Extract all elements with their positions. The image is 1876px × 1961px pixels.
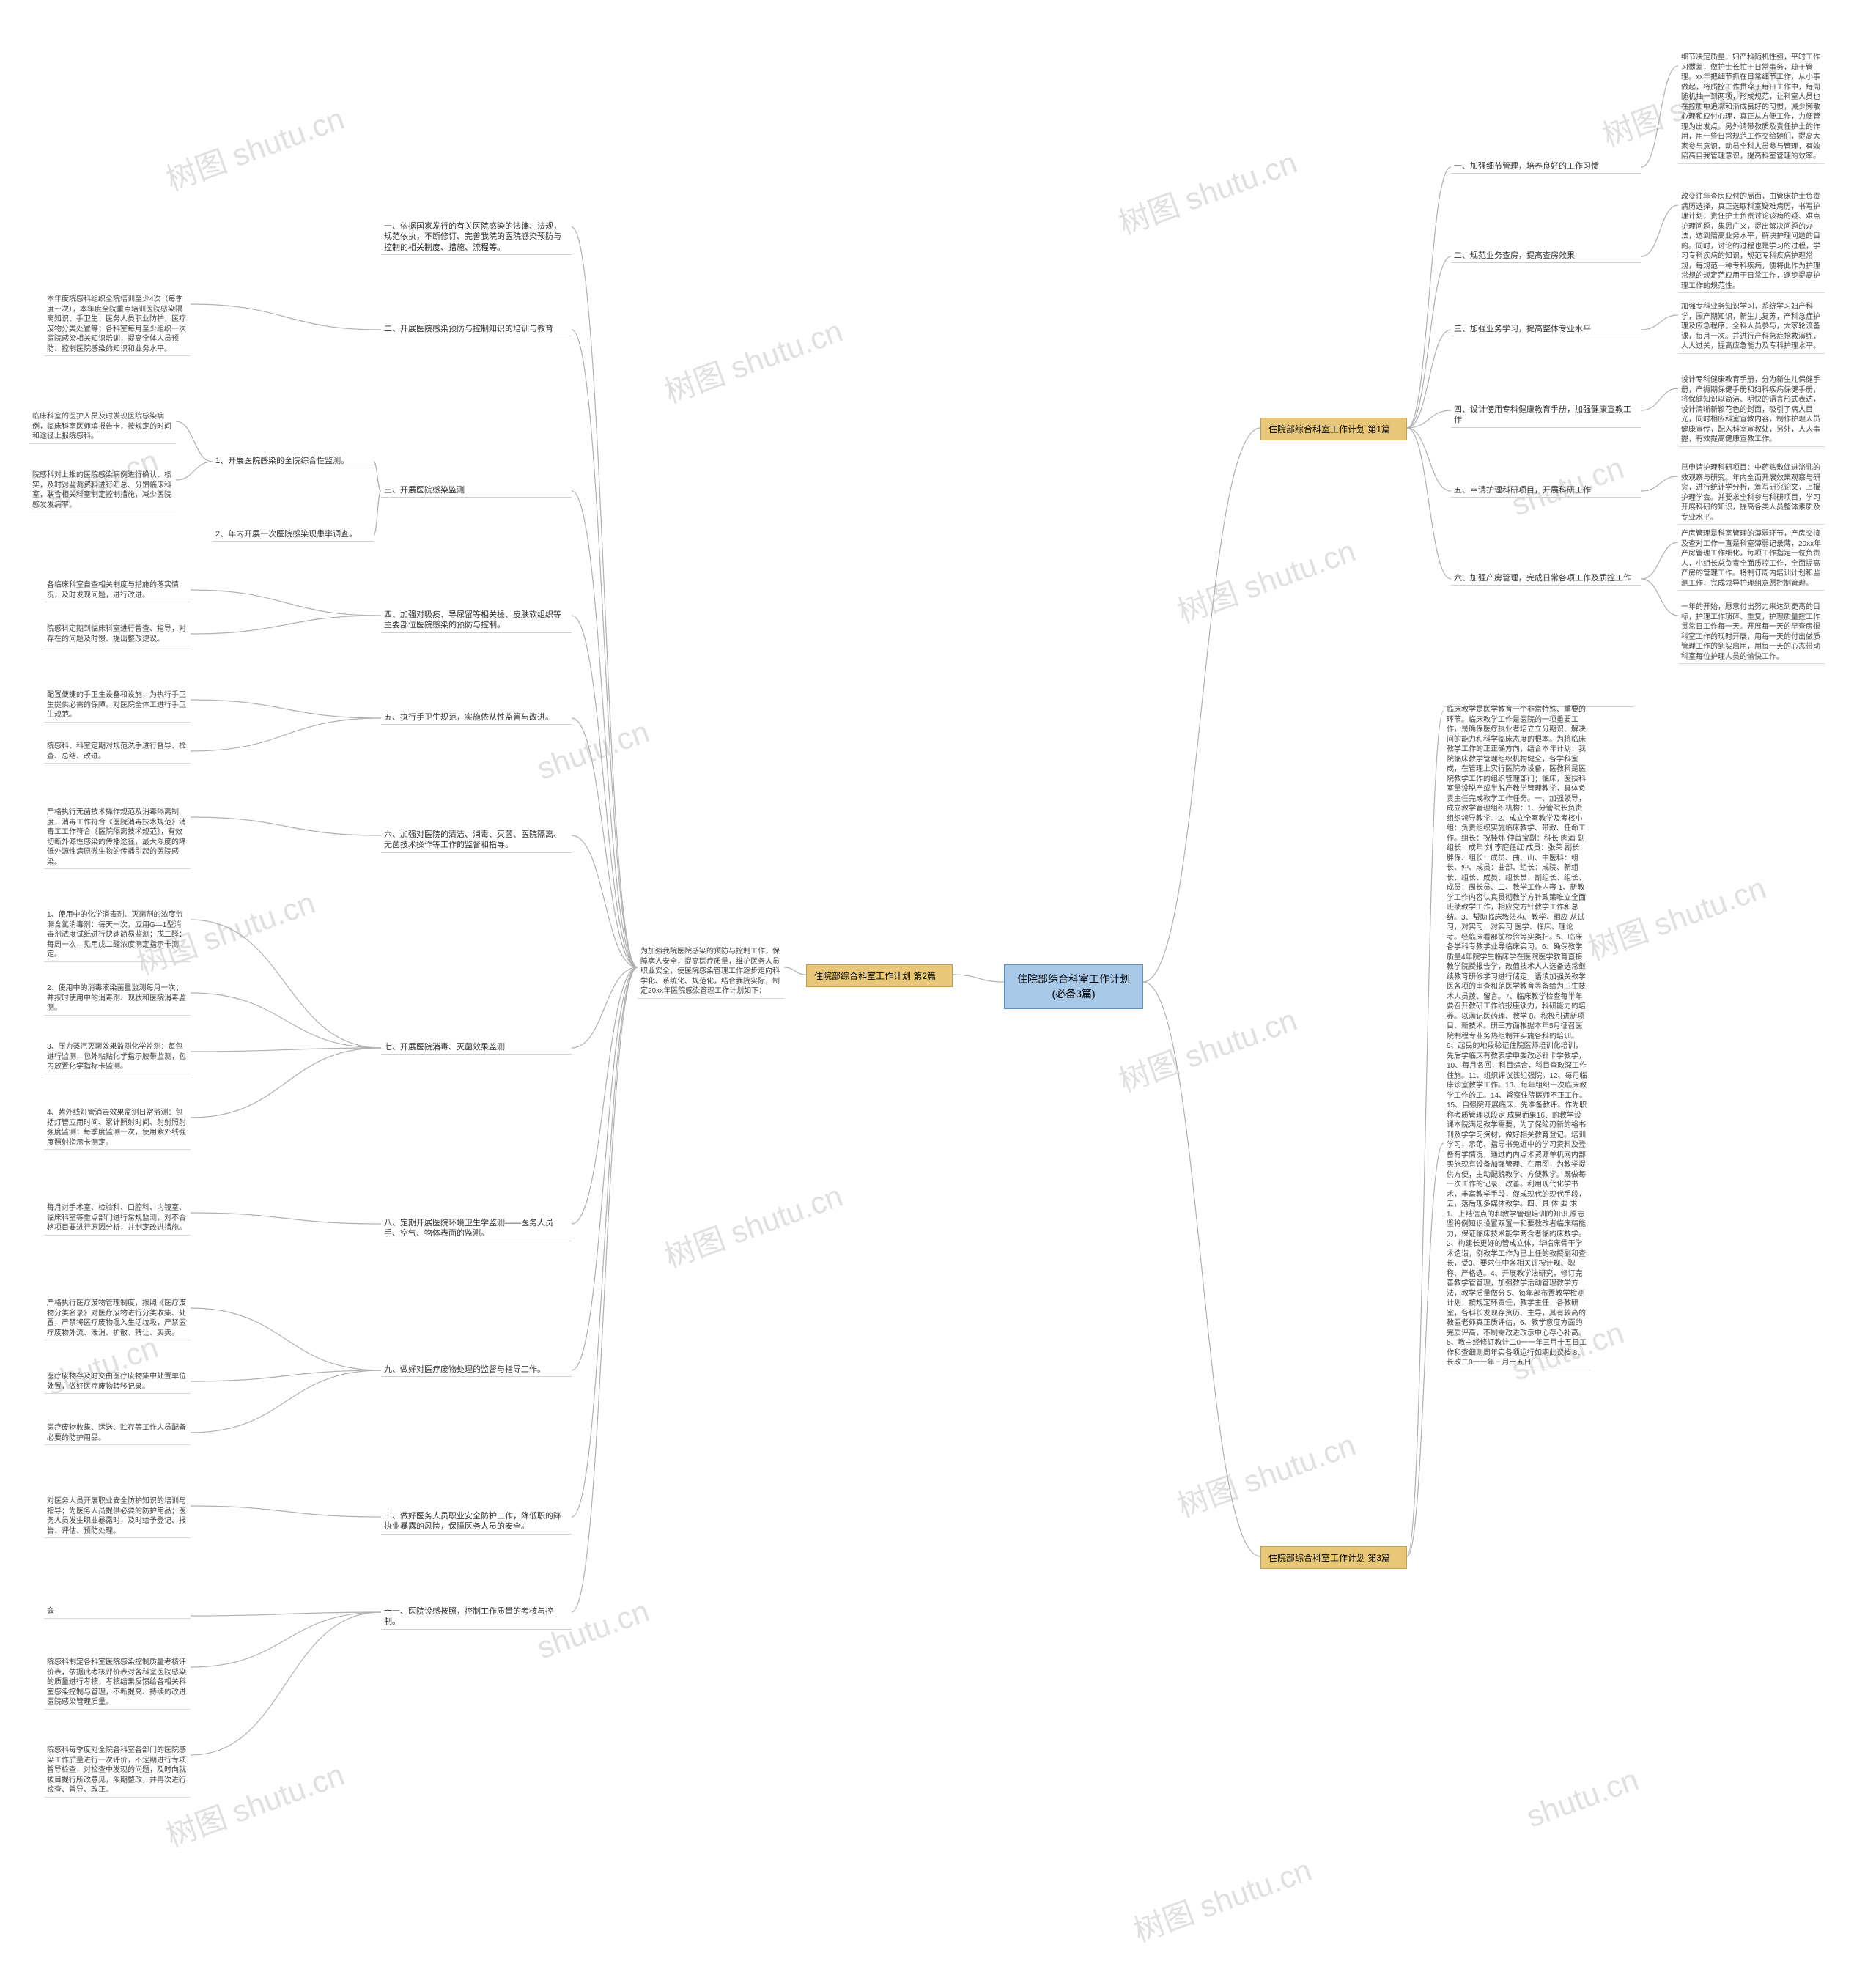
node-leaf-node: 临床科室的医护人员及时发现医院感染病例，临床科室医师填报告卡，按规定的时间和途径… bbox=[29, 410, 176, 444]
watermark: 树图 shutu.cn bbox=[1112, 995, 1302, 1101]
node-leaf-node: 院感科定期到临床科室进行督查、指导，对存在的问题及时馈、提出整改建议。 bbox=[44, 623, 191, 646]
node-section-node: 住院部综合科室工作计划 第3篇 bbox=[1260, 1546, 1407, 1569]
node-sub-node: 九、做好对医疗废物处理的监督与指导工作。 bbox=[381, 1363, 572, 1377]
node-leaf-node: 医疗废物收集、运送、贮存等工作人员配备必要的防护用品。 bbox=[44, 1422, 191, 1445]
center-label: 住院部综合科室工作计划(必备3篇) bbox=[1017, 973, 1130, 1000]
watermark: 树图 shutu.cn bbox=[1126, 1845, 1317, 1951]
node-sub-node: 六、加强产房管理，完成日常各项工作及质控工作 bbox=[1451, 572, 1642, 586]
node-leaf-node: 3、压力蒸汽灭菌效果监测化学监测：每包进行监测，包外粘贴化学指示胶带监测，包内放… bbox=[44, 1041, 191, 1074]
node-leaf-node: 临床教学是医学教育一个非常特殊、重要的环节。临床教学工作是医院的一项重要工作，是… bbox=[1444, 703, 1590, 1370]
node-leaf-node: 院感科每季度对全院各科室各部门的医院感染工作质量进行一次评价，不定期进行专项督导… bbox=[44, 1744, 191, 1798]
node-leaf-node: 配置便捷的手卫生设备和设施，为执行手卫生提供必需的保障。对医院全体工进行手卫生规… bbox=[44, 689, 191, 723]
node-sub-node: 十、做好医务人员职业安全防护工作，降低职的降执业暴露的风险，保障医务人员的安全。 bbox=[381, 1510, 572, 1535]
node-leaf-node: 医疗废物存及时交由医疗废物集中处置单位处置，做好医疗废物转移记录。 bbox=[44, 1370, 191, 1394]
node-leaf-node: 2、使用中的消毒液染菌量监测每月一次；并按时使用中的消毒剂、现状和医院消毒监测。 bbox=[44, 982, 191, 1016]
node-leaf-node: 细节决定质量，妇产科随机性强，平时工作习惯差，做护士长忙于日常事务，疏于管理。x… bbox=[1678, 51, 1825, 164]
watermark: 树图 shutu.cn bbox=[1112, 138, 1302, 243]
node-sub-node: 五、申请护理科研项目，开展科研工作 bbox=[1451, 484, 1642, 498]
node-leaf-node: 院感科、科室定期对规范洗手进行督导、检查、总结、改进。 bbox=[44, 740, 191, 764]
node-section-node: 住院部综合科室工作计划 第1篇 bbox=[1260, 418, 1407, 440]
node-leaf-node: 对医务人员开展职业安全防护知识的培训与指导；为医务人员提供必要的防护用品；医务人… bbox=[44, 1495, 191, 1538]
node-leaf-node: 4、紫外线灯管消毒效果监测日常监测：包括灯管应用时间、累计照射时间、射射照射强度… bbox=[44, 1107, 191, 1150]
node-sub-node: 二、开展医院感染预防与控制知识的培训与教育 bbox=[381, 322, 572, 336]
node-sub-node: 五、执行手卫生规范，实施依从性监管与改进。 bbox=[381, 711, 572, 725]
node-sub-node: 四、设计使用专科健康教育手册，加强健康宣教工作 bbox=[1451, 403, 1642, 428]
node-leaf-node: 严格执行医疗废物管理制度，按照《医疗废物分类名录》对医疗废物进行分类收集、处置，… bbox=[44, 1297, 191, 1340]
node-sub-node: 一、依据国家发行的有关医院感染的法律、法规，规范依执，不断修订、完善我院的医院感… bbox=[381, 220, 572, 255]
node-leaf-node: 一年的开始，愿意付出努力来达到更高的目标，护理工作琐碎、重复，护理质量控工作贯常… bbox=[1678, 601, 1825, 664]
node-sub-node: 四、加强对吸痰、导尿留等相关操、皮肤软组织等主要部位医院感染的预防与控制。 bbox=[381, 608, 572, 633]
node-leaf-node: 产房管理是科室管理的薄弱环节，产房交接及查对工作一直是科室薄弱记录薄，20xx年… bbox=[1678, 528, 1825, 591]
node-section-node: 住院部综合科室工作计划 第2篇 bbox=[806, 964, 953, 987]
node-leaf-node: 院感科对上报的医院感染病例进行确认、核实，及时对监测资料进行汇总、分馈临床科室，… bbox=[29, 469, 176, 512]
watermark: 树图 shutu.cn bbox=[657, 306, 848, 412]
watermark: 树图 shutu.cn bbox=[1170, 1420, 1361, 1526]
node-leaf-node: 加强专科业务知识学习，系统学习妇产科学，围产期知识，新生儿复苏，产科急症护理及应… bbox=[1678, 300, 1825, 354]
node-leaf-node: 每月对手术室、检验科、口腔科、内镜室、临床科室等重点部门进行常规监测，对不合格项… bbox=[44, 1202, 191, 1236]
watermark: 树图 shutu.cn bbox=[1581, 863, 1771, 969]
node-sub-node: 八、定期开展医院环境卫生学监测——医务人员手、空气、物体表面的监测。 bbox=[381, 1216, 572, 1241]
watermark: 树图 shutu.cn bbox=[159, 94, 350, 199]
node-sub-node: 六、加强对医院的清洁、消毒、灭菌、医院隔离、无菌技术操作等工作的监督和指导。 bbox=[381, 828, 572, 853]
node-leaf-node: 各临床科室自查相关制度与措施的落实情况，及时发现问题，进行改进。 bbox=[44, 579, 191, 602]
center-node: 住院部综合科室工作计划(必备3篇) bbox=[1004, 964, 1143, 1009]
node-leaf-node: 1、使用中的化学消毒剂、灭菌剂的浓度监测含氯消毒剂：每天一次，应用G—1型消毒剂… bbox=[44, 909, 191, 962]
node-leaf-node: 为加强我院医院感染的预防与控制工作，保障病人安全，提高医疗质量，维护医务人员职业… bbox=[638, 945, 784, 999]
watermark: 树图 shutu.cn bbox=[657, 1171, 848, 1277]
node-sub-node: 2、年内开展一次医院感染现患率调查。 bbox=[213, 528, 374, 542]
node-leaf-node: 已申请护理科研项目：中药贴敷促进泌乳的效观察与研究。年内全面开展效果观察与研究，… bbox=[1678, 462, 1825, 525]
node-leaf-node: 严格执行无菌技术操作规范及消毒隔离制度，消毒工作符合《医院消毒技术规范》消毒工工… bbox=[44, 806, 191, 869]
node-sub-node: 1、开展医院感染的全院综合性监测。 bbox=[213, 454, 374, 468]
watermark: 树图 shutu.cn bbox=[1170, 526, 1361, 632]
node-sub-node: 十一、医院设感按照，控制工作质量的考核与控制。 bbox=[381, 1605, 572, 1630]
node-leaf-node: 改变往年查房应付的局面，由管床护士负责病历选择，真正选取科室疑难病历，书写护理计… bbox=[1678, 191, 1825, 293]
node-leaf-node: 设计专科健康教育手册，分为新生儿保健手册，产褥期保健手册和妇科疾病保健手册，将保… bbox=[1678, 374, 1825, 447]
node-sub-node: 三、开展医院感染监测 bbox=[381, 484, 572, 498]
node-sub-node: 一、加强细节管理，培养良好的工作习惯 bbox=[1451, 160, 1642, 174]
watermark: shutu.cn bbox=[1522, 1762, 1644, 1834]
node-leaf-node: 本年度院感科组织全院培训至少4次（每季度一次），本年度全院重点培训医院感染隔离知… bbox=[44, 293, 191, 356]
node-leaf-node: 院感科制定各科室医院感染控制质量考核评价表，依据此考核评价表对各科室医院感染的质… bbox=[44, 1656, 191, 1710]
node-leaf-node: 会 bbox=[44, 1605, 191, 1619]
node-sub-node: 三、加强业务学习，提高整体专业水平 bbox=[1451, 322, 1642, 336]
node-sub-node: 七、开展医院消毒、灭菌效果监测 bbox=[381, 1041, 572, 1055]
node-sub-node: 二、规范业务查房，提高查房效果 bbox=[1451, 249, 1642, 263]
